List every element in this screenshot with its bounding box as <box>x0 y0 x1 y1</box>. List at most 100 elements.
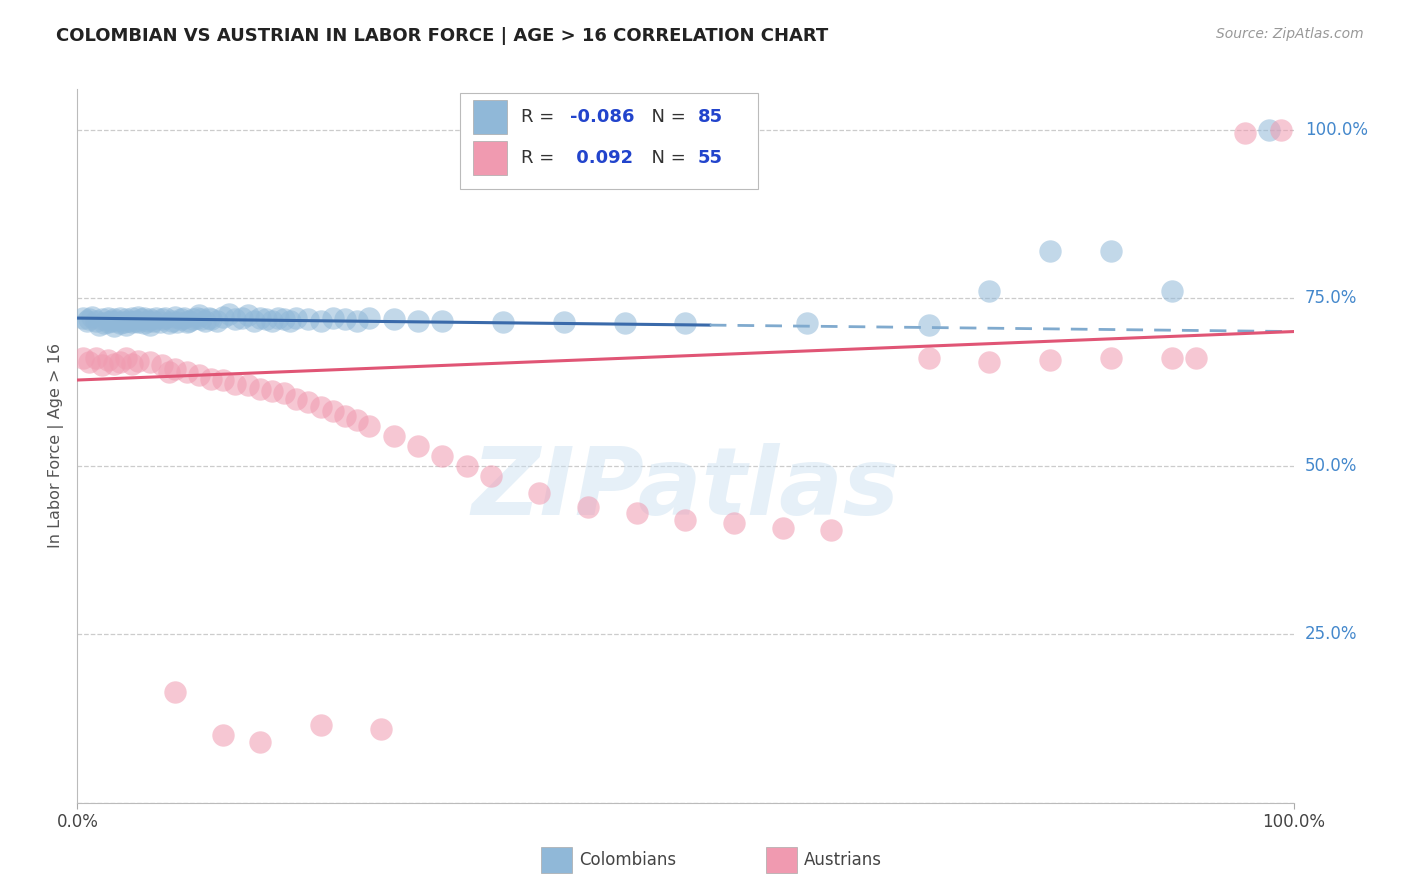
Point <box>76 314 98 328</box>
Point <box>117 314 139 328</box>
Text: R =: R = <box>522 149 560 167</box>
Point <box>100 314 122 328</box>
Point <box>796 317 818 331</box>
Point <box>249 311 271 326</box>
Point <box>370 722 392 736</box>
Point <box>346 413 368 427</box>
Point <box>346 314 368 328</box>
Text: Source: ZipAtlas.com: Source: ZipAtlas.com <box>1216 27 1364 41</box>
Point <box>181 312 204 326</box>
Point <box>1161 284 1184 298</box>
Point <box>205 314 228 328</box>
Point <box>322 404 344 418</box>
Point <box>218 307 240 321</box>
Text: Colombians: Colombians <box>579 851 676 869</box>
Point <box>224 312 246 326</box>
Y-axis label: In Labor Force | Age > 16: In Labor Force | Age > 16 <box>48 343 65 549</box>
Point <box>979 284 1001 298</box>
Point <box>127 354 149 368</box>
Point <box>134 311 156 326</box>
Point <box>115 318 138 332</box>
Point <box>170 312 193 326</box>
Point <box>406 314 429 328</box>
Point <box>260 384 283 398</box>
FancyBboxPatch shape <box>460 93 758 189</box>
Point <box>479 469 502 483</box>
Point <box>90 312 112 326</box>
Point <box>249 382 271 396</box>
Point <box>1039 244 1062 258</box>
Point <box>112 315 135 329</box>
Point <box>267 311 290 326</box>
Point <box>139 312 162 326</box>
Point <box>1161 351 1184 366</box>
Point <box>333 409 356 423</box>
Point <box>84 314 107 328</box>
Point <box>80 310 103 324</box>
Point <box>97 315 120 329</box>
Point <box>139 355 162 369</box>
Point <box>127 310 149 324</box>
Text: 75.0%: 75.0% <box>1305 289 1357 307</box>
Point <box>108 355 131 369</box>
Point <box>153 311 176 326</box>
Point <box>200 312 222 326</box>
Text: ZIPatlas: ZIPatlas <box>471 442 900 535</box>
Point <box>626 506 648 520</box>
Point <box>675 317 697 331</box>
Point <box>249 735 271 749</box>
Point <box>72 351 94 366</box>
Point <box>212 729 235 743</box>
Point <box>576 500 599 514</box>
FancyBboxPatch shape <box>472 141 506 175</box>
Point <box>93 317 115 331</box>
Point <box>278 314 301 328</box>
Point <box>97 352 120 367</box>
Point <box>145 311 167 326</box>
Point <box>139 318 162 332</box>
Point <box>260 314 283 328</box>
Text: N =: N = <box>640 108 692 126</box>
Point <box>152 358 174 372</box>
Point <box>297 395 319 409</box>
Point <box>231 311 253 326</box>
Point <box>430 449 453 463</box>
Point <box>309 314 332 328</box>
Point <box>176 365 198 379</box>
Point <box>273 386 295 401</box>
Point <box>309 718 332 732</box>
Point <box>236 309 259 323</box>
Point <box>103 319 125 334</box>
Point <box>212 373 235 387</box>
Point <box>163 310 186 324</box>
Point <box>115 312 138 326</box>
Point <box>190 312 212 326</box>
Point <box>125 314 148 328</box>
Point <box>820 523 842 537</box>
Point <box>173 311 195 326</box>
Point <box>89 318 111 332</box>
Point <box>1099 244 1122 258</box>
Point <box>134 317 156 331</box>
Text: 85: 85 <box>697 108 723 126</box>
Text: N =: N = <box>640 149 692 167</box>
Point <box>163 361 186 376</box>
Point <box>115 351 138 366</box>
Point <box>103 312 125 326</box>
Point <box>160 314 183 328</box>
Point <box>529 486 551 500</box>
Text: 25.0%: 25.0% <box>1305 625 1357 643</box>
Point <box>430 314 453 328</box>
Text: 50.0%: 50.0% <box>1305 458 1357 475</box>
Point <box>194 314 217 328</box>
Point <box>918 351 941 366</box>
Point <box>157 365 180 379</box>
Point <box>163 684 186 698</box>
Point <box>79 312 101 326</box>
Point <box>979 355 1001 369</box>
Point <box>772 521 794 535</box>
Text: 100.0%: 100.0% <box>1305 120 1368 138</box>
Point <box>121 311 143 326</box>
Point <box>121 315 143 329</box>
Point <box>121 357 143 371</box>
